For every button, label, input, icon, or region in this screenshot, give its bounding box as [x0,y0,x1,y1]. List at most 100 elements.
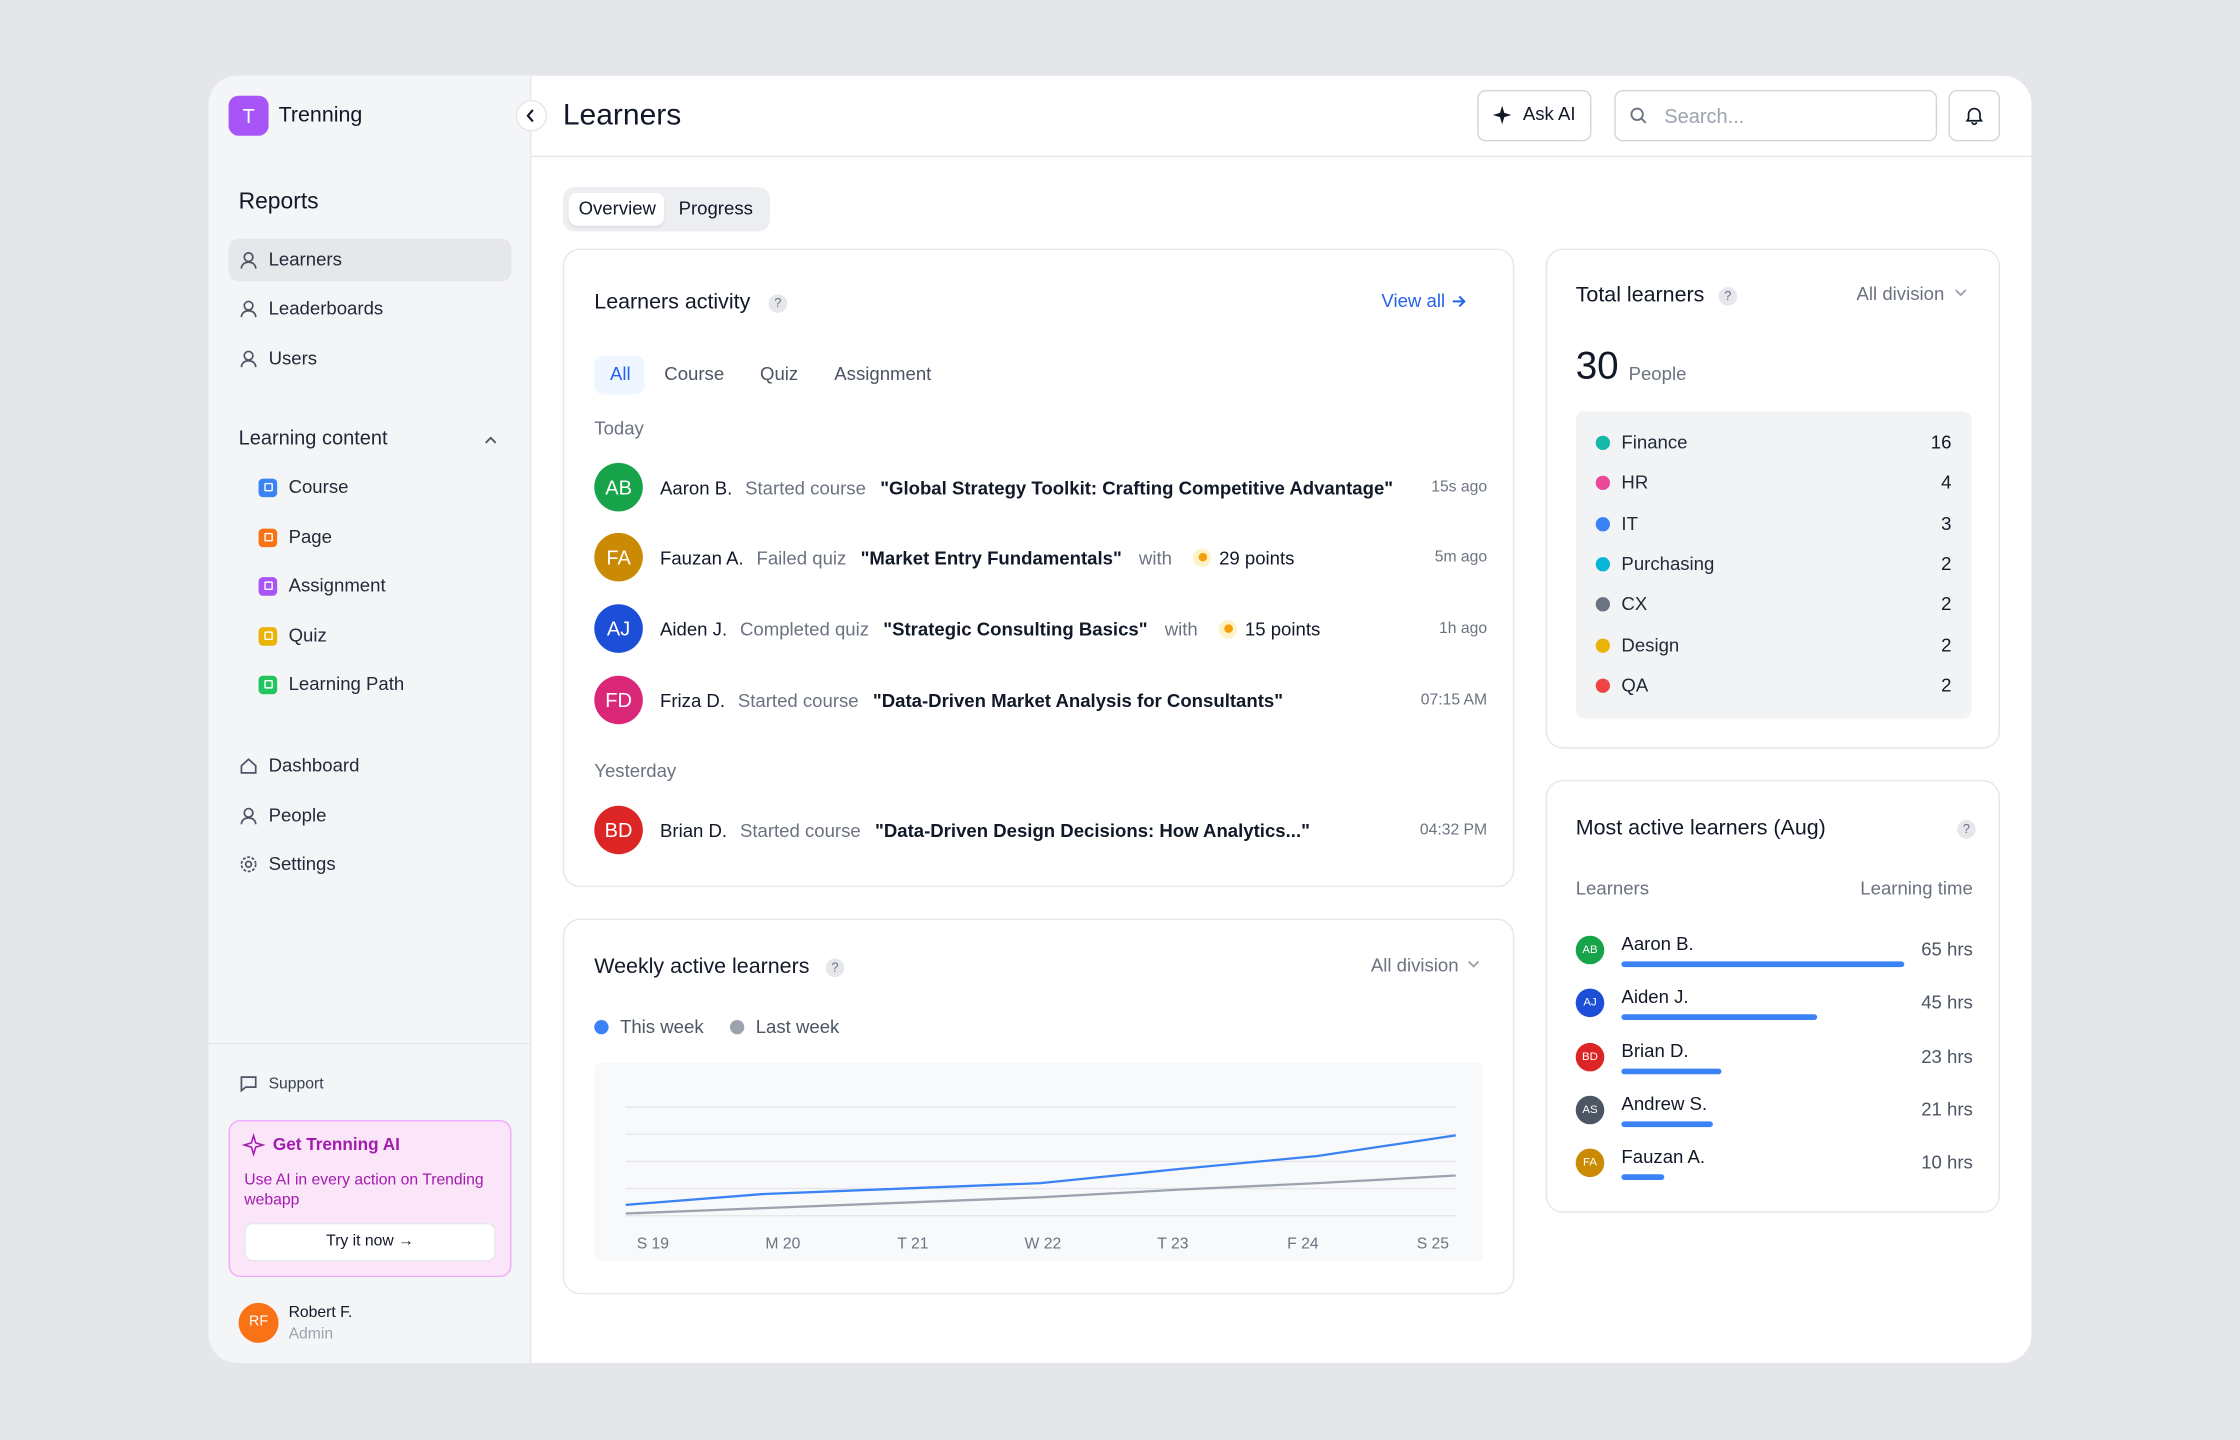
nav-item[interactable]: Quiz [288,624,327,646]
promo-button[interactable]: Try it now → [244,1222,496,1262]
division-count: 3 [1941,512,1952,535]
x-tick-label: S 19 [637,1236,669,1253]
nav-item-selected[interactable] [228,238,512,282]
learner-avatar: AS [1575,1095,1605,1124]
user-avatar: RF [238,1302,279,1343]
division-list [1575,411,1972,719]
division-filter: All division [1370,954,1459,976]
learner-name: Brian D. [1621,1039,1689,1061]
content-icon-inner [263,482,273,492]
legend-dot [729,1019,745,1035]
time-bar [1621,1014,1818,1021]
points: 15 points [1244,617,1321,640]
ask-ai-label[interactable]: Ask AI [1522,102,1576,125]
division-dot [1595,475,1610,490]
nav-item[interactable]: People [268,804,327,826]
nav-icon [240,758,257,774]
collapse-button[interactable] [515,99,548,132]
chevron-down [1955,289,1967,297]
activity-time: 1h ago [1439,619,1488,638]
learner-name: Aiden J. [1621,986,1689,1008]
series-line [625,1134,1456,1206]
filter-active[interactable] [594,355,645,395]
activity-with: with [1138,546,1172,568]
nav-item[interactable]: Users [268,347,318,369]
content-icon-inner [263,581,273,590]
bell-icon [1965,107,1984,126]
search-placeholder: Search... [1664,104,1745,128]
division-name: CX [1621,592,1648,615]
nav-group-title[interactable]: Learning content [238,425,388,449]
points: 29 points [1219,546,1295,568]
activity-row: Fauzan A. Failed quiz "Market Entry Fundam… [660,543,1294,572]
card-title: Most active learners (Aug) [1575,815,1826,840]
promo-text: Use AI in every action on Trending webap… [244,1171,484,1209]
app-name: Trenning [278,102,363,128]
chevron-left [526,109,534,123]
nav-item[interactable]: Leaderboards [268,297,384,319]
division-name: Finance [1621,431,1688,453]
tab[interactable]: Overview [578,197,656,219]
nav-item[interactable]: Dashboard [268,754,360,776]
nav-item[interactable]: Learners [268,248,342,270]
division-count: 4 [1941,471,1952,493]
content-icon [258,477,278,497]
view-all-link[interactable]: View all [1381,289,1446,312]
filter-tab[interactable]: Quiz [759,362,799,385]
activity-time: 5m ago [1434,548,1488,566]
activity-card [562,248,1515,888]
division-dot [1595,678,1610,693]
card-title: Total learners [1575,282,1705,308]
star-icon [1219,619,1238,638]
support-link[interactable]: Support [268,1075,324,1093]
nav-icon [240,350,257,368]
search-box[interactable] [1614,89,1938,142]
bell-button[interactable] [1948,89,2000,142]
tab-active[interactable] [568,192,665,226]
nav-item[interactable]: Learning Path [288,672,405,695]
activity-action: Started course [737,689,859,711]
division-name: IT [1621,512,1638,535]
learner-avatar: FD [594,675,643,725]
user-role: Admin [288,1325,334,1343]
legend-dot [594,1019,609,1035]
learner-name: Fauzan A. [659,546,744,568]
learner-avatar: FA [1575,1148,1605,1178]
filter-tab[interactable]: Course [664,362,725,385]
division-count: 16 [1930,431,1952,453]
time-bar [1621,1174,1665,1180]
series-line [625,1174,1456,1215]
filter-tab[interactable]: All [609,362,631,385]
x-tick-label: W 22 [1025,1236,1062,1253]
x-tick-label: T 23 [1157,1236,1188,1253]
help-icon: ? [1957,819,1976,838]
learner-avatar: AB [594,462,643,512]
nav-item[interactable]: Settings [268,852,336,875]
activity-action: Started course [739,819,861,841]
division-name: QA [1621,674,1649,696]
learner-name: Friza D. [659,689,725,711]
learner-name: Aaron B. [659,476,733,498]
activity-action: Completed quiz [739,617,870,640]
content-icon [258,674,278,694]
nav-item[interactable]: Assignment [288,574,386,596]
card-title: Learners activity [594,289,751,315]
total-count: 30 [1575,344,1619,388]
nav-item[interactable]: Course [288,475,349,498]
learning-time: 65 hrs [1921,938,1973,960]
nav-item[interactable]: Page [288,525,332,548]
header-divider [531,155,2032,158]
division-count: 2 [1941,592,1952,615]
division-name: Design [1621,634,1680,656]
support-icon [240,1076,257,1093]
nav-icon [240,251,257,269]
activity-item: "Strategic Consulting Basics" [883,617,1148,640]
tab[interactable]: Progress [678,197,753,219]
division-count: 2 [1941,634,1952,656]
division-dot [1595,597,1610,612]
learning-time: 23 hrs [1921,1044,1973,1067]
learning-time: 10 hrs [1921,1151,1973,1173]
filter-tab[interactable]: Assignment [834,362,932,385]
sidebar-divider [208,1042,532,1045]
